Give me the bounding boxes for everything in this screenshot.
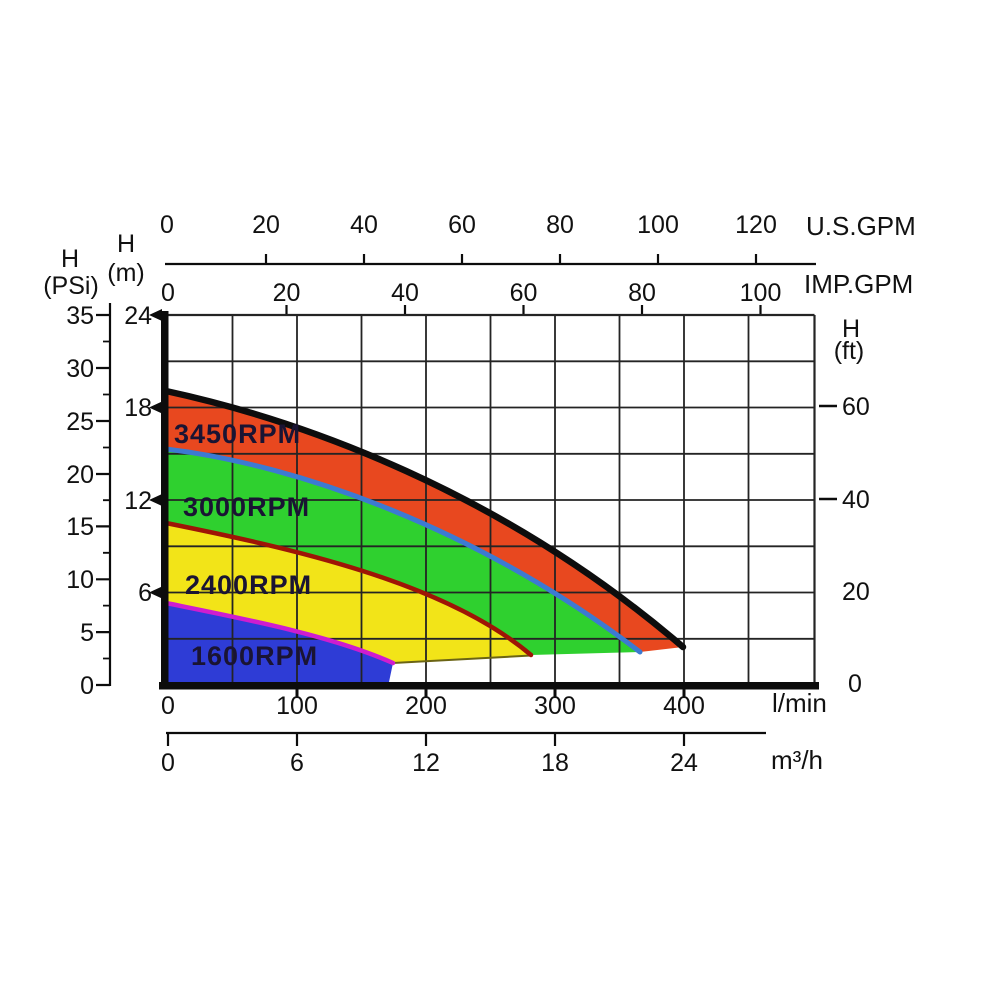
us-gpm-tick-label: 60 xyxy=(448,211,476,239)
head-m-tick-label: 6 xyxy=(138,579,152,607)
us-gpm-tick-label: 0 xyxy=(160,211,174,239)
head-ft-tick-label: 0 xyxy=(848,670,862,698)
head-ft-axis: H (ft) 60 40 20 0 xyxy=(834,315,870,698)
head-psi-unit: (PSi) xyxy=(43,272,99,300)
us-gpm-tick-label: 120 xyxy=(735,211,777,239)
rpm-region-labels: 3450RPM 3000RPM 2400RPM 1600RPM xyxy=(174,419,318,671)
axis-ticks xyxy=(96,254,837,746)
head-psi-tick-label: 35 xyxy=(66,302,94,330)
lmin-tick-label: 300 xyxy=(534,692,576,720)
head-ft-title: H xyxy=(842,315,860,343)
imp-gpm-tick-label: 60 xyxy=(510,279,538,307)
head-m-tick-label: 24 xyxy=(124,302,152,330)
us-gpm-tick-label: 40 xyxy=(350,211,378,239)
m3h-tick-label: 18 xyxy=(541,749,569,777)
head-m-tick-label: 18 xyxy=(124,394,152,422)
head-m-tick-label: 12 xyxy=(124,487,152,515)
label-3450rpm: 3450RPM xyxy=(174,419,301,449)
m3h-tick-label: 0 xyxy=(161,749,175,777)
head-ft-tick-label: 20 xyxy=(842,578,870,606)
imp-gpm-tick-label: 40 xyxy=(391,279,419,307)
speed-curves xyxy=(162,387,687,666)
curve-2400rpm xyxy=(163,520,534,658)
head-m-arrow-6 xyxy=(149,586,162,599)
head-psi-tick-label: 0 xyxy=(80,672,94,700)
imp-gpm-axis-labels: 0 20 40 60 80 100 xyxy=(161,279,781,307)
head-psi-tick-label: 15 xyxy=(66,513,94,541)
head-m-arrow-24 xyxy=(149,309,162,321)
lmin-tick-label: 100 xyxy=(276,692,318,720)
head-ft-unit: (ft) xyxy=(834,337,865,365)
head-psi-tick-label: 30 xyxy=(66,355,94,383)
imp-gpm-tickmarks xyxy=(285,305,762,314)
lmin-tick-label: 200 xyxy=(405,692,447,720)
head-ft-tick-label: 40 xyxy=(842,486,870,514)
ft-tickmarks xyxy=(819,404,837,501)
lmin-axis-labels: 0 100 200 300 400 xyxy=(161,692,705,720)
imp-gpm-tick-label: 80 xyxy=(628,279,656,307)
curve-1600rpm xyxy=(163,600,396,666)
lmin-tick-label: 400 xyxy=(663,692,705,720)
head-m-unit: (m) xyxy=(107,259,144,287)
y-axis-bar xyxy=(161,311,169,689)
head-psi-tick-label: 25 xyxy=(66,408,94,436)
lmin-axis-title: l/min xyxy=(772,688,827,718)
head-m-arrow-12 xyxy=(149,494,162,506)
curve-2400rpm-bottom-edge xyxy=(392,654,532,664)
us-gpm-tick-label: 20 xyxy=(252,211,280,239)
m3h-axis-labels: 0 6 12 18 24 xyxy=(161,749,698,777)
us-gpm-axis-title: U.S.GPM xyxy=(806,211,916,241)
m3h-axis-title: m³/h xyxy=(771,745,823,775)
imp-gpm-tick-label: 0 xyxy=(161,279,175,307)
head-m-arrow-18 xyxy=(149,401,162,414)
curve-3000rpm xyxy=(163,446,643,655)
label-3000rpm: 3000RPM xyxy=(183,492,310,522)
imp-gpm-tick-label: 100 xyxy=(740,279,782,307)
x-axis-bar xyxy=(159,682,819,690)
us-gpm-axis-labels: 0 20 40 60 80 100 120 xyxy=(160,211,777,239)
us-gpm-tick-label: 100 xyxy=(637,211,679,239)
head-m-axis: H (m) 24 18 12 6 xyxy=(107,230,152,607)
lmin-tick-label: 0 xyxy=(161,692,175,720)
head-psi-tick-label: 5 xyxy=(80,619,94,647)
curve-3450rpm xyxy=(162,387,687,651)
m3h-tick-label: 24 xyxy=(670,749,698,777)
psi-minor-ticks xyxy=(103,340,110,660)
us-gpm-tickmarks xyxy=(264,254,758,264)
imp-gpm-axis-title: IMP.GPM xyxy=(804,269,913,299)
region-1600rpm xyxy=(166,603,393,682)
axis-bars xyxy=(149,309,819,690)
head-ft-tick-label: 60 xyxy=(842,393,870,421)
us-gpm-tick-label: 80 xyxy=(546,211,574,239)
label-2400rpm: 2400RPM xyxy=(185,570,312,600)
m3h-tick-label: 6 xyxy=(290,749,304,777)
psi-major-ticks xyxy=(96,313,110,687)
lmin-tickmarks xyxy=(295,689,686,698)
head-psi-axis: H (PSi) 35 30 25 20 15 10 5 0 xyxy=(43,245,99,700)
m3h-tick-label: 12 xyxy=(412,749,440,777)
head-psi-title: H xyxy=(61,245,79,273)
head-m-title: H xyxy=(117,230,135,258)
label-1600rpm: 1600RPM xyxy=(191,641,318,671)
imp-gpm-tick-label: 20 xyxy=(273,279,301,307)
m3h-tickmarks xyxy=(166,733,686,746)
head-psi-tick-label: 20 xyxy=(66,461,94,489)
head-psi-tick-label: 10 xyxy=(66,566,94,594)
